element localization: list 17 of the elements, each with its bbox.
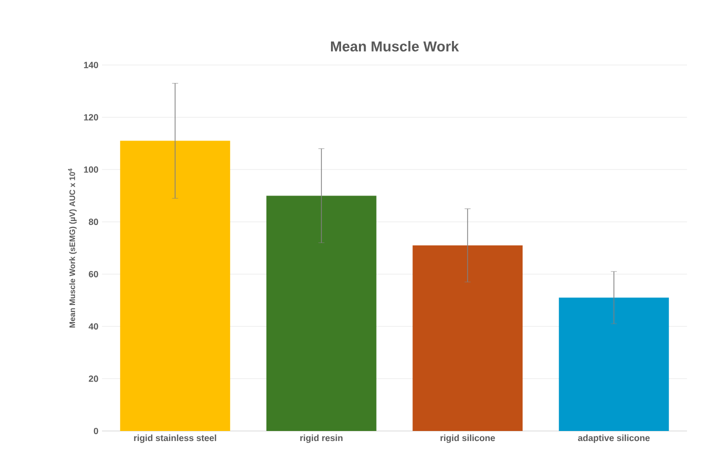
bar — [558, 298, 669, 431]
x-tick-label: rigid stainless steel — [134, 434, 216, 443]
x-tick-label: adaptive silicone — [578, 434, 650, 443]
y-tick-label: 60 — [88, 270, 98, 278]
y-tick-label: 120 — [84, 114, 98, 120]
y-tick-label: 80 — [88, 218, 98, 226]
chart-title: Mean Muscle Work — [331, 40, 459, 52]
x-tick-label: rigid resin — [300, 434, 342, 443]
y-tick-label: 100 — [84, 166, 98, 173]
bar — [412, 245, 523, 431]
bar — [266, 196, 376, 431]
y-tick-label: 40 — [88, 323, 98, 330]
y-tick-label: 140 — [84, 62, 98, 68]
y-tick-label: 0 — [94, 428, 98, 434]
x-tick-label: rigid silicone — [440, 434, 495, 443]
bar — [120, 140, 230, 431]
y-tick-label: 20 — [88, 376, 98, 382]
